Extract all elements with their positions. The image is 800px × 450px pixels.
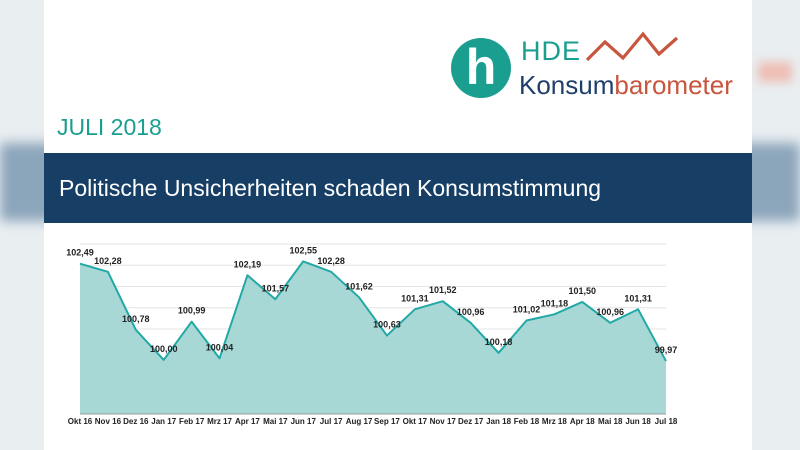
data-label: 102,19: [234, 259, 262, 269]
series-line: [79, 260, 667, 362]
data-label: 101,18: [541, 298, 569, 308]
x-tick-label: Nov 16: [95, 417, 122, 426]
title-bar: [44, 153, 752, 223]
data-label: 101,52: [429, 285, 457, 295]
x-tick-label: Mai 17: [263, 417, 288, 426]
consumption-chart: 102,49102,28100,78100,00100,99100,04102,…: [66, 243, 678, 426]
data-label: 101,57: [262, 283, 290, 293]
data-label: 102,55: [289, 245, 317, 255]
logo-circle-icon: [451, 38, 511, 98]
x-tick-label: Jan 18: [486, 417, 511, 426]
x-tick-label: Okt 17: [403, 417, 428, 426]
x-tick-label: Jan 17: [151, 417, 176, 426]
data-label: 102,49: [66, 248, 94, 258]
data-label: 100,99: [178, 306, 206, 316]
date-label: JULI 2018: [57, 114, 162, 140]
data-label: 100,96: [457, 307, 485, 317]
data-label: 100,96: [596, 307, 624, 317]
logo-hde-text: HDE: [521, 36, 582, 66]
x-tick-label: Aug 17: [346, 417, 373, 426]
data-label: 101,02: [513, 305, 541, 315]
page-title: Politische Unsicherheiten schaden Konsum…: [59, 175, 602, 201]
x-tick-label: Feb 17: [179, 417, 205, 426]
x-tick-label: Mrz 18: [542, 417, 567, 426]
data-label: 101,50: [569, 286, 597, 296]
x-tick-label: Apr 18: [570, 417, 595, 426]
data-label: 101,62: [345, 281, 373, 291]
x-tick-label: Sep 17: [374, 417, 400, 426]
x-tick-label: Mai 18: [598, 417, 623, 426]
x-tick-label: Apr 17: [235, 417, 260, 426]
data-label: 102,28: [317, 256, 345, 266]
x-tick-label: Jul 17: [320, 417, 343, 426]
data-label: 102,28: [94, 256, 122, 266]
x-tick-label: Jul 18: [655, 417, 678, 426]
data-label: 100,00: [150, 344, 178, 354]
data-label: 100,18: [485, 337, 513, 347]
x-tick-label: Jun 17: [291, 417, 317, 426]
x-tick-label: Dez 16: [123, 417, 149, 426]
data-label: 99,97: [655, 345, 678, 355]
logo-name-part2: barometer: [614, 70, 733, 100]
data-label: 101,31: [401, 293, 429, 303]
logo-h-glyph: h: [465, 39, 497, 95]
x-tick-label: Mrz 17: [207, 417, 232, 426]
data-label: 100,63: [373, 320, 401, 330]
zigzag-icon: [585, 31, 679, 62]
x-tick-label: Jun 18: [625, 417, 651, 426]
data-label: 100,78: [122, 314, 150, 324]
x-tick-label: Feb 18: [514, 417, 540, 426]
logo-name-part1: Konsum: [519, 70, 615, 100]
hde-logo: h HDE Konsumbarometer: [451, 28, 751, 108]
x-tick-label: Nov 17: [430, 417, 457, 426]
x-tick-label: Okt 16: [68, 417, 93, 426]
logo-name: Konsumbarometer: [519, 70, 733, 101]
background-accent: [758, 62, 792, 82]
data-label: 101,31: [624, 293, 652, 303]
area-fill: [80, 261, 666, 414]
x-tick-label: Dez 17: [458, 417, 484, 426]
data-label: 100,04: [206, 342, 234, 352]
